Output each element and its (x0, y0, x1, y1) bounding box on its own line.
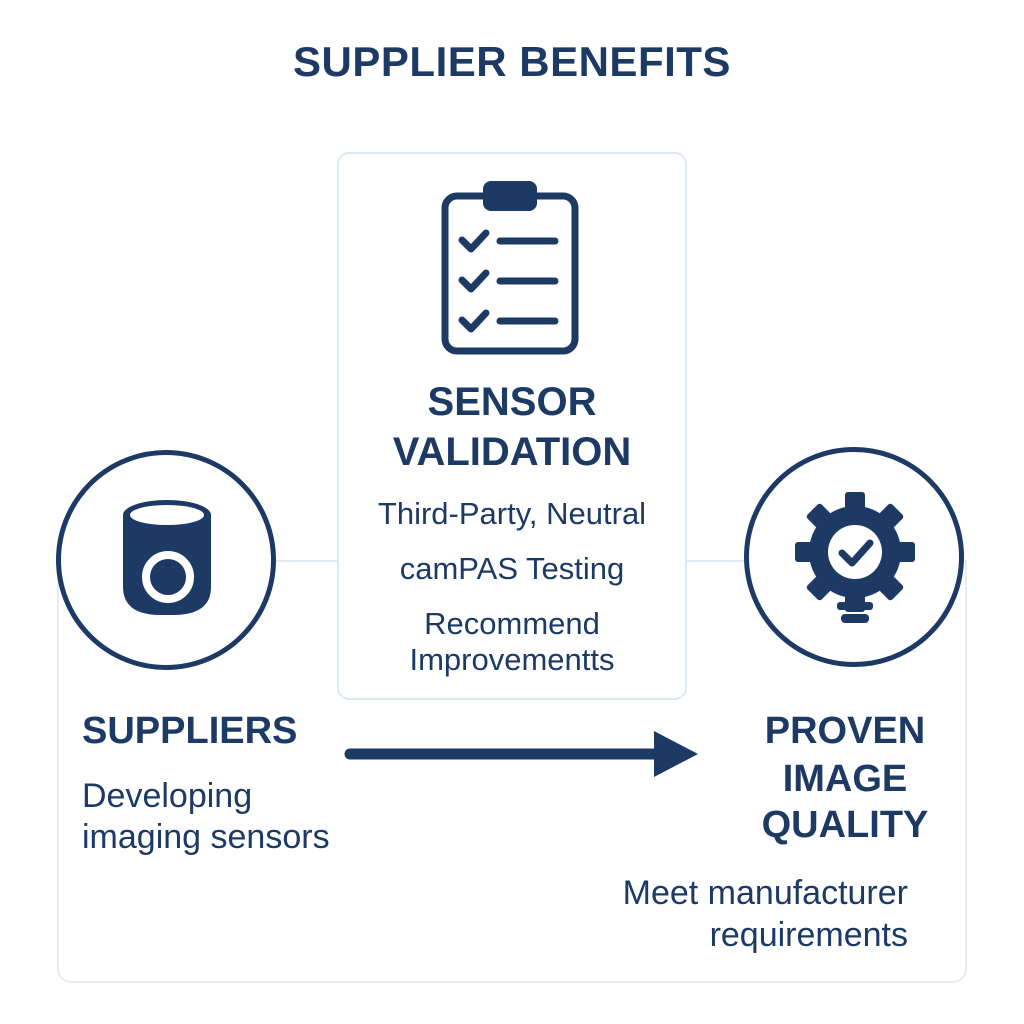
arrow-right-icon (344, 731, 698, 777)
center-title-line2: VALIDATION (392, 430, 632, 474)
connector-left (270, 560, 338, 562)
suppliers-desc-line2: imaging sensors (82, 818, 330, 856)
quality-icon-circle (744, 447, 964, 667)
quality-desc-line2: requirements (709, 916, 908, 954)
quality-title-line2: IMAGE (782, 758, 908, 800)
suppliers-icon-circle (56, 450, 276, 670)
center-title-line1: SENSOR (427, 380, 597, 424)
clipboard-checklist-icon (441, 181, 579, 355)
center-text-line3: Recommend (424, 606, 600, 641)
gear-check-bulb-icon (795, 492, 915, 623)
suppliers-title: SUPPLIERS (82, 710, 298, 752)
outer-frame (57, 560, 967, 983)
center-text-line4: Improvementts (409, 642, 615, 677)
suppliers-desc-line1: Developing (82, 777, 253, 815)
quality-desc-line1: Meet manufacturer (622, 874, 908, 912)
center-text-line1: Third-Party, Neutral (377, 496, 647, 531)
center-text-line2: camPAS Testing (399, 551, 625, 586)
camera-sensor-icon (123, 500, 211, 615)
quality-title-line3: QUALITY (761, 804, 929, 846)
page-title: SUPPLIER BENEFITS (293, 38, 731, 85)
connector-right (686, 560, 748, 562)
quality-title-line1: PROVEN (764, 710, 926, 752)
